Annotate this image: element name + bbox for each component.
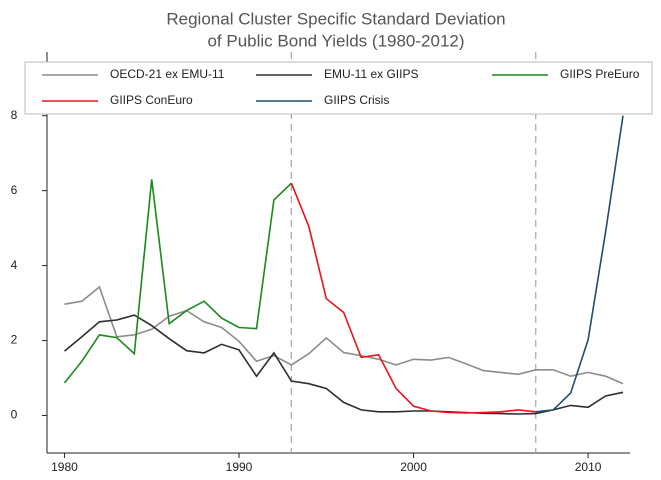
y-tick-label: 0 xyxy=(11,408,18,422)
series-line xyxy=(290,182,536,414)
legend-label: EMU-11 ex GIIPS xyxy=(324,67,418,81)
legend-label: OECD-21 ex EMU-11 xyxy=(110,67,225,81)
x-tick-label: 2010 xyxy=(575,460,602,474)
legend-label: GIIPS Crisis xyxy=(324,93,389,107)
series-line xyxy=(64,285,624,385)
y-tick-label: 4 xyxy=(11,258,18,272)
y-tick-label: 8 xyxy=(11,108,18,122)
y-tick-label: 2 xyxy=(11,333,18,347)
legend-label: GIIPS PreEuro xyxy=(560,67,640,81)
series-line xyxy=(63,314,624,415)
y-tick-label: 6 xyxy=(11,183,18,197)
legend-label: GIIPS ConEuro xyxy=(110,93,193,107)
chart-title: of Public Bond Yields (1980-2012) xyxy=(207,31,464,50)
x-tick-label: 1980 xyxy=(51,460,78,474)
series-line xyxy=(535,115,624,413)
x-tick-label: 1990 xyxy=(226,460,253,474)
series-line xyxy=(63,179,292,384)
x-tick-label: 2000 xyxy=(400,460,427,474)
legend-box xyxy=(24,61,653,115)
chart-title: Regional Cluster Specific Standard Devia… xyxy=(166,9,505,28)
